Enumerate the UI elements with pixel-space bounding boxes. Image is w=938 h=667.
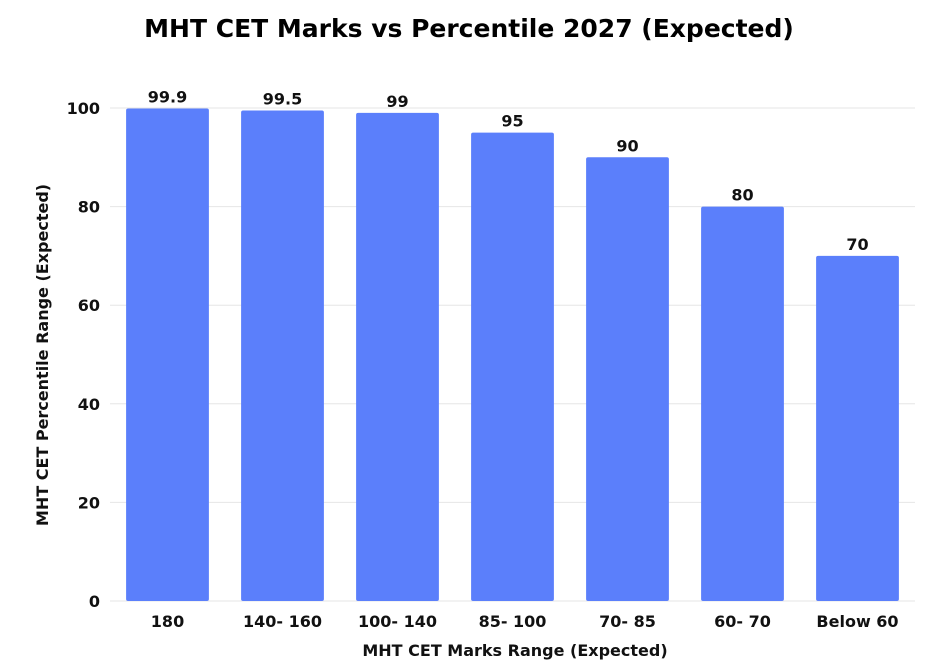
y-tick-label: 20 — [78, 493, 100, 512]
bar — [586, 157, 669, 602]
bar — [126, 108, 209, 602]
y-axis-title: MHT CET Percentile Range (Expected) — [33, 184, 52, 526]
bar — [816, 255, 899, 601]
x-tick-label: 100- 140 — [358, 612, 437, 631]
y-tick-label: 40 — [78, 395, 100, 414]
bar — [701, 206, 784, 601]
y-tick-label: 0 — [89, 592, 100, 611]
y-tick-label: 60 — [78, 296, 100, 315]
data-label: 99.5 — [263, 89, 302, 108]
x-tick-label: 85- 100 — [479, 612, 547, 631]
data-label: 90 — [616, 136, 638, 155]
x-axis-title: MHT CET Marks Range (Expected) — [362, 641, 667, 660]
data-label: 80 — [731, 186, 753, 205]
x-axis-ticks: 180 140- 160 100- 140 85- 100 70- 85 60- 70 Be… — [151, 612, 899, 631]
chart-title: MHT CET Marks vs Percentile 2027 (Expect… — [144, 14, 794, 43]
bar — [356, 112, 439, 602]
y-axis-ticks: 0 20 40 60 80 100 — [67, 99, 100, 611]
bars — [126, 108, 899, 602]
x-tick-label: Below 60 — [816, 612, 898, 631]
x-tick-label: 140- 160 — [243, 612, 322, 631]
x-tick-label: 180 — [151, 612, 184, 631]
data-label: 99.9 — [148, 87, 187, 106]
y-tick-label: 80 — [78, 198, 100, 217]
y-tick-label: 100 — [67, 99, 100, 118]
data-label: 99 — [386, 92, 408, 111]
x-tick-label: 60- 70 — [714, 612, 771, 631]
x-tick-label: 70- 85 — [599, 612, 656, 631]
bar — [471, 132, 554, 601]
data-label: 70 — [846, 235, 868, 254]
data-label: 95 — [501, 112, 523, 131]
data-labels: 99.9 99.5 99 95 90 80 70 — [148, 87, 869, 253]
bar — [241, 110, 324, 601]
